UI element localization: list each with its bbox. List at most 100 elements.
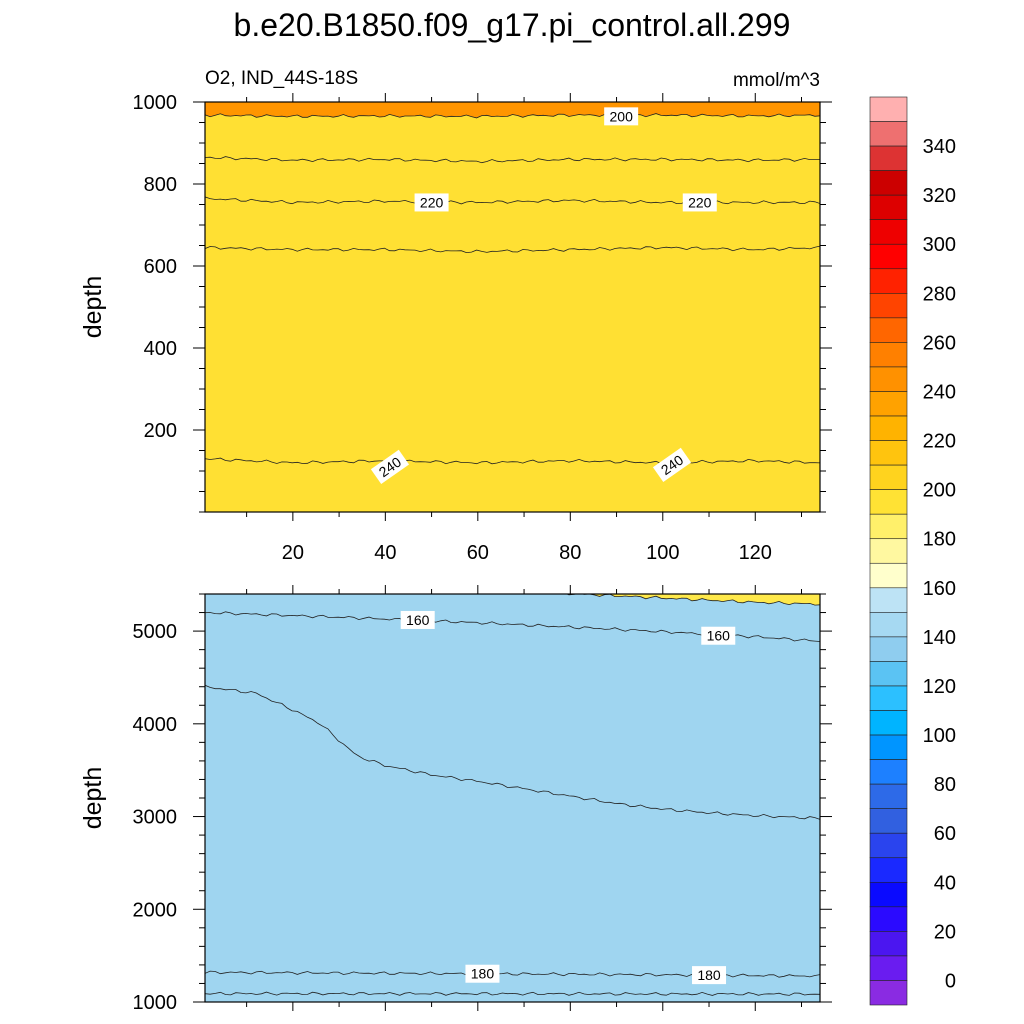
- units-label: mmol/m^3: [733, 70, 820, 91]
- colorbar-box: [869, 980, 908, 1006]
- plot-area: 180 180 160 160: [205, 594, 820, 1002]
- y-tick-label: 3000: [133, 807, 178, 829]
- contour-line-240: [205, 457, 820, 465]
- y-axis-label: depth: [79, 276, 107, 339]
- colorbar-box: [869, 317, 908, 343]
- x-tick-label: 20: [282, 542, 304, 564]
- colorbar-box: [869, 440, 908, 466]
- x-tick-label: 60: [467, 542, 489, 564]
- contour-label-bg: [400, 610, 435, 629]
- colorbar-label: 80: [934, 774, 956, 796]
- colorbar-box: [869, 219, 908, 245]
- contour-label-text: 200: [609, 108, 633, 124]
- colorbar-label: 320: [923, 185, 956, 207]
- colorbar-box: [869, 513, 908, 540]
- y-tick-label: 5000: [133, 621, 178, 643]
- colorbar-box: [869, 906, 908, 932]
- colorbar-box: [869, 96, 908, 122]
- colorbar-box: [869, 342, 908, 368]
- colorbar-box: [869, 562, 908, 589]
- contour-line-190: [205, 991, 820, 996]
- contour-label-text: 220: [420, 194, 444, 210]
- colorbar-box: [869, 587, 908, 613]
- colorbar-box: [869, 661, 908, 687]
- contour-label: 160: [400, 610, 435, 629]
- y-tick-label: 800: [144, 174, 177, 196]
- contour-fill-200: [205, 113, 820, 512]
- contour-label-bg: [414, 193, 449, 212]
- colorbar-box: [869, 857, 908, 883]
- colorbar-label: 160: [923, 578, 956, 600]
- colorbar-box: [869, 636, 908, 662]
- colorbar-label: 0: [945, 970, 956, 992]
- y-tick-label: 1000: [133, 92, 178, 114]
- colorbar-label: 20: [934, 921, 956, 943]
- y-tick-label: 600: [144, 256, 177, 278]
- y-tick-label: 200: [144, 420, 177, 442]
- colorbar-label: 280: [923, 283, 956, 305]
- colorbar-box: [869, 955, 908, 981]
- x-tick-label: 40: [374, 542, 396, 564]
- contour-fill-150: [205, 594, 820, 1002]
- colorbar-box: [869, 489, 908, 515]
- contour-label: 220: [682, 193, 717, 212]
- colorbar-box: [869, 391, 908, 417]
- y-axis-label: depth: [79, 767, 107, 830]
- contour-label: 160: [701, 626, 736, 645]
- contour-label-bg: [370, 449, 410, 485]
- contour-line-220: [205, 196, 820, 205]
- lower-panel: 180 180 160 160 1000 2000 3000 4000 5000 depth: [79, 585, 832, 1014]
- contour-label: 240: [370, 449, 410, 485]
- contour-label: 200: [604, 107, 639, 126]
- colorbar: 3403203002802602402202001801601401201008…: [869, 96, 956, 1006]
- colorbar-box: [869, 783, 908, 809]
- contour-label-bg: [692, 966, 727, 985]
- colorbar-box: [869, 612, 908, 638]
- upper-panel: 240 240 220 220 200 20 40 60 80 100 120 200 400 600 80…: [79, 92, 832, 564]
- colorbar-label: 200: [923, 480, 956, 502]
- contour-label: 240: [652, 447, 692, 482]
- colorbar-label: 120: [923, 676, 956, 698]
- colorbar-box: [869, 145, 908, 171]
- contour-label-bg: [604, 107, 639, 126]
- plot-area: 240 240 220 220 200: [205, 102, 820, 512]
- colorbar-label: 40: [934, 872, 956, 894]
- contour-label-text: 160: [707, 628, 731, 644]
- contour-label: 220: [414, 193, 449, 212]
- contour-label: 180: [692, 966, 727, 985]
- colorbar-box: [869, 268, 908, 294]
- colorbar-box: [869, 366, 908, 392]
- contour-label-text: 180: [471, 966, 495, 982]
- x-tick-label: 100: [646, 542, 679, 564]
- contour-line-170: [205, 684, 820, 820]
- colorbar-label: 340: [923, 136, 956, 158]
- x-tick-label: 120: [739, 542, 772, 564]
- contour-line-210: [205, 156, 820, 164]
- contour-label-bg: [652, 447, 692, 482]
- y-tick-label: 2000: [133, 899, 178, 921]
- contour-label: 180: [465, 964, 500, 983]
- colorbar-label: 220: [923, 431, 956, 453]
- contour-label-text: 180: [697, 967, 721, 983]
- colorbar-box: [869, 538, 908, 564]
- colorbar-box: [869, 415, 908, 441]
- colorbar-label: 300: [923, 234, 956, 256]
- colorbar-label: 240: [923, 381, 956, 403]
- contour-line-150: [551, 594, 820, 606]
- chart-title: b.e20.B1850.f09_g17.pi_control.all.299: [234, 7, 791, 43]
- variable-region-label: O2, IND_44S-18S: [205, 68, 358, 89]
- y-tick-label: 4000: [133, 714, 178, 736]
- x-tick-label: 80: [559, 542, 581, 564]
- colorbar-box: [869, 464, 908, 490]
- colorbar-box: [869, 881, 908, 908]
- colorbar-box: [869, 121, 908, 147]
- colorbar-box: [869, 243, 908, 270]
- colorbar-label: 180: [923, 529, 956, 551]
- contour-label-bg: [701, 626, 736, 645]
- colorbar-box: [869, 931, 908, 957]
- colorbar-box: [869, 759, 908, 785]
- colorbar-label: 60: [934, 823, 956, 845]
- y-tick-label: 400: [144, 338, 177, 360]
- colorbar-box: [869, 734, 908, 760]
